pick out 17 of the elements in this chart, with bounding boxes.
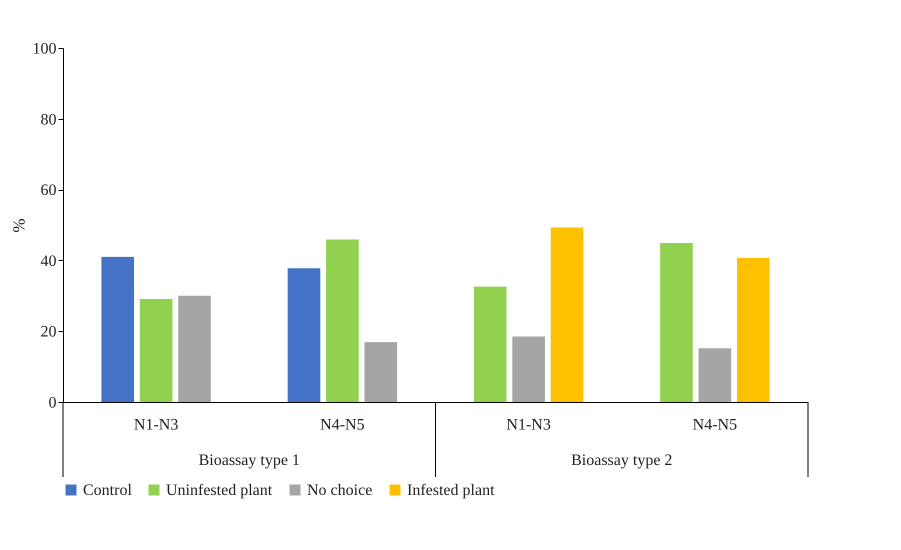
y-axis-title: % xyxy=(10,218,28,233)
legend-label: No choice xyxy=(307,482,372,499)
x-tick-label: N4-N5 xyxy=(692,416,738,434)
text: Bioassay type 2 xyxy=(571,452,672,469)
legend-label: Control xyxy=(83,482,132,499)
y-tick-label: 60 xyxy=(40,182,56,200)
y-tick-label: 40 xyxy=(40,252,56,270)
y-tick-label: 80 xyxy=(40,111,56,128)
y-tick-label: 0 xyxy=(48,394,56,412)
y-tick-label: 20 xyxy=(40,324,56,341)
legend-label: Uninfested plant xyxy=(166,482,273,499)
y-tick-label: 100 xyxy=(32,40,56,58)
x-tick-label: N1-N3 xyxy=(506,416,551,434)
text: Bioassay type 1 xyxy=(198,452,300,469)
x-tick-label: N4-N5 xyxy=(320,416,365,434)
x-tick-label: N1-N3 xyxy=(134,416,178,434)
legend-label: Infested plant xyxy=(407,482,496,499)
